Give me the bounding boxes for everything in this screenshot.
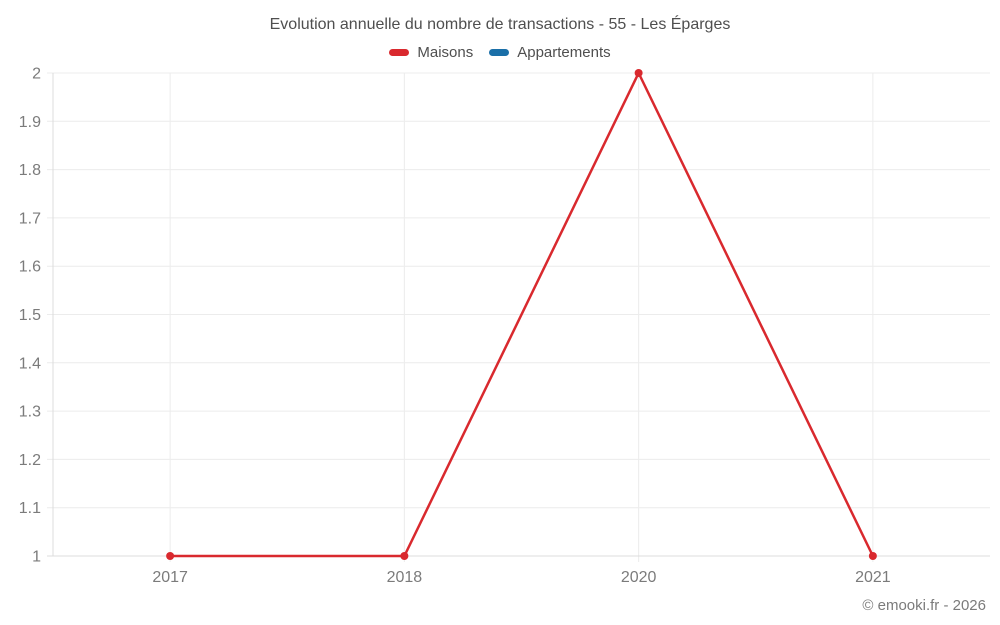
y-tick-label: 1.5 xyxy=(19,307,41,324)
y-tick-label: 1.7 xyxy=(19,210,41,227)
data-point[interactable] xyxy=(634,69,643,77)
data-point[interactable] xyxy=(400,552,409,560)
y-tick-label: 1.3 xyxy=(19,404,41,421)
data-point[interactable] xyxy=(166,552,175,560)
y-tick-label: 1 xyxy=(32,549,41,566)
data-point[interactable] xyxy=(868,552,877,560)
x-tick-label: 2020 xyxy=(621,569,657,586)
series-line xyxy=(170,71,874,558)
x-tick-label: 2018 xyxy=(387,569,423,586)
x-tick-label: 2017 xyxy=(152,569,188,586)
legend-item-appartements[interactable]: Appartements xyxy=(489,44,611,61)
y-tick-label: 1.2 xyxy=(19,452,41,469)
legend-label: Maisons xyxy=(417,44,474,61)
y-tick-label: 1.9 xyxy=(19,114,41,131)
legend-swatch xyxy=(489,49,510,56)
y-tick-label: 2 xyxy=(32,66,41,83)
x-axis-labels: 2017 2018 2020 2021 xyxy=(152,569,890,586)
y-tick-label: 1.1 xyxy=(19,500,41,517)
y-tick-label: 1.8 xyxy=(19,162,41,179)
series-maisons xyxy=(166,69,877,560)
legend-label: Appartements xyxy=(517,44,611,61)
y-tick-label: 1.4 xyxy=(19,355,41,372)
attribution: © emooki.fr - 2026 xyxy=(862,597,986,614)
y-tick-label: 1.6 xyxy=(19,259,41,276)
gridlines xyxy=(47,72,990,562)
x-tick-label: 2021 xyxy=(855,569,891,586)
legend-swatch xyxy=(389,49,410,56)
y-axis-labels: 1 1.1 1.2 1.3 1.4 1.5 1.6 1.7 1.8 1.9 2 xyxy=(19,66,41,566)
legend-item-maisons[interactable]: Maisons xyxy=(389,44,473,61)
chart-legend: Maisons Appartements xyxy=(0,44,1000,61)
chart-title: Evolution annuelle du nombre de transact… xyxy=(269,16,731,33)
